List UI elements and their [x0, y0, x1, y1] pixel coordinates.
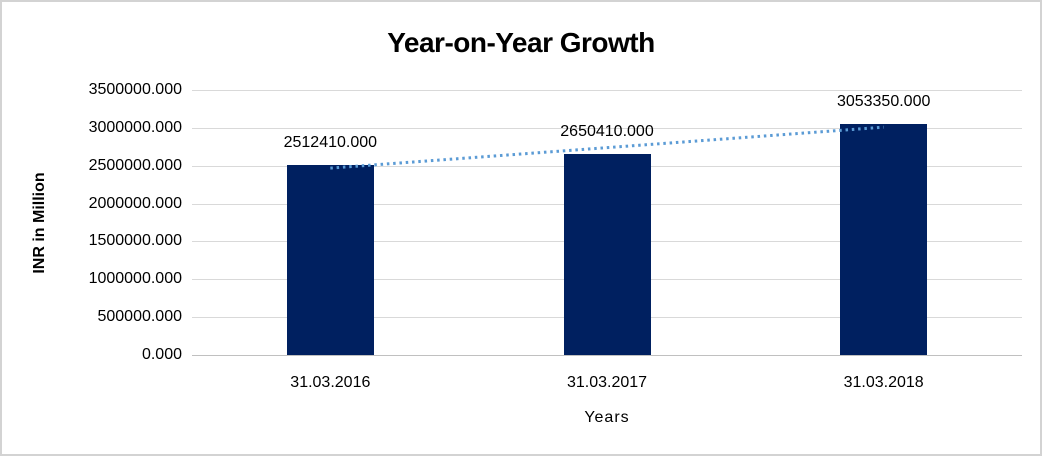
- bar-value-label: 2512410.000: [283, 133, 378, 151]
- y-tick-label: 1000000.000: [88, 270, 182, 288]
- y-tick-label: 3000000.000: [88, 118, 182, 136]
- y-tick-label: 2000000.000: [88, 194, 182, 212]
- plot-area: 2512410.000 2650410.000 3053350.000: [192, 90, 1022, 356]
- bar: [563, 154, 651, 355]
- gridline: [192, 90, 1022, 91]
- chart-title: Year-on-Year Growth: [387, 27, 655, 58]
- y-tick-label: 0.000: [141, 346, 182, 363]
- y-tick-label: 3500000.000: [88, 81, 182, 98]
- bar-value-label: 3053350.000: [836, 92, 931, 110]
- x-tick-label: 31.03.2018: [843, 374, 924, 391]
- x-axis-title: Years: [584, 409, 630, 426]
- bar: [840, 123, 928, 355]
- y-tick-label: 1500000.000: [88, 232, 182, 250]
- x-axis-line: [192, 355, 1022, 356]
- y-axis-tick-labels: 0.000 500000.000 1000000.000 1500000.000 200…: [2, 2, 182, 454]
- x-tick-label: 31.03.2017: [566, 374, 648, 391]
- x-tick-label: 31.03.2016: [290, 374, 371, 391]
- y-tick-label: 2500000.000: [88, 156, 182, 174]
- bar: [286, 164, 374, 355]
- y-tick-label: 500000.000: [97, 308, 182, 326]
- bar-value-label: 2650410.000: [560, 123, 654, 141]
